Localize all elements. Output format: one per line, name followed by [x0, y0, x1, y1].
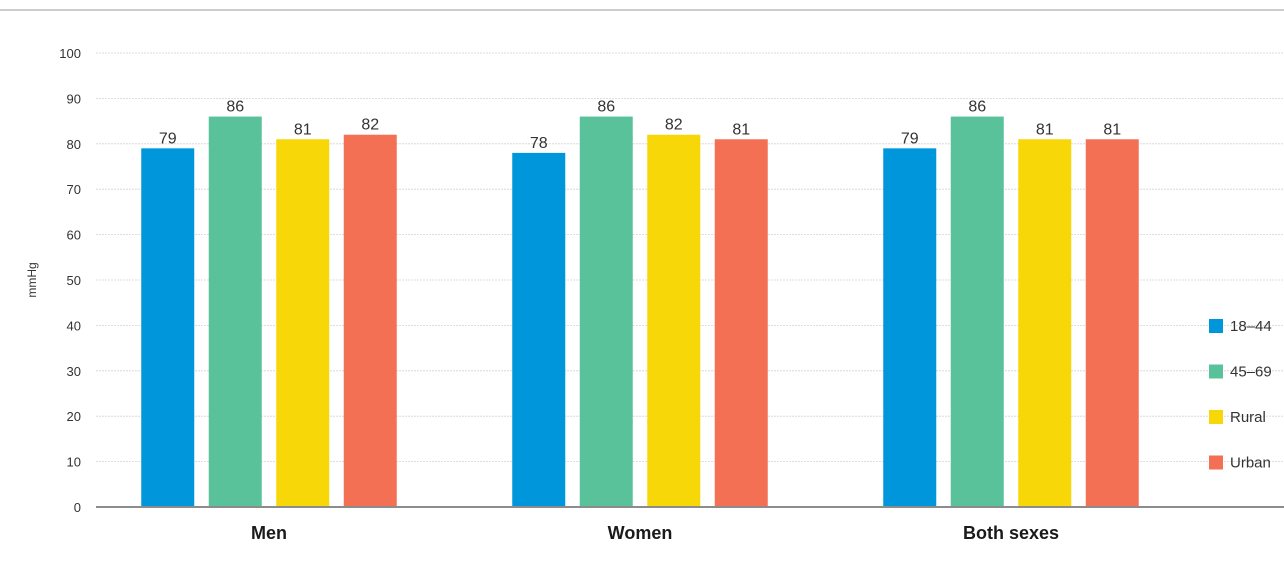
- legend-swatch: [1209, 364, 1223, 379]
- y-tick-label: 0: [74, 500, 81, 515]
- bar: [343, 134, 397, 507]
- bar: [579, 116, 633, 507]
- value-labels: 79 86 81 82 78 86 82 81 79 86 81 81: [159, 99, 1121, 152]
- y-tick-label: 30: [67, 364, 81, 379]
- bar: [714, 139, 768, 507]
- legend-swatch: [1209, 319, 1223, 333]
- data-label: 79: [901, 130, 919, 147]
- category-label: Both sexes: [963, 523, 1059, 543]
- legend: 18–44 45–69 Rural Urban: [1209, 318, 1272, 472]
- data-label: 81: [294, 121, 312, 138]
- category-label: Women: [608, 523, 673, 543]
- x-axis-categories: Men Women Both sexes: [251, 523, 1059, 543]
- data-label: 78: [530, 135, 548, 152]
- data-label: 81: [1036, 121, 1054, 138]
- bar: [1018, 139, 1072, 507]
- bar: [883, 148, 937, 507]
- y-tick-label: 60: [67, 228, 81, 243]
- bar: [276, 139, 330, 507]
- category-label: Men: [251, 523, 287, 543]
- y-tick-label: 20: [67, 409, 81, 424]
- legend-swatch: [1209, 410, 1223, 424]
- data-label: 86: [597, 99, 615, 116]
- bar: [1085, 139, 1139, 507]
- bar: [208, 116, 262, 507]
- bars: [141, 116, 1139, 507]
- y-tick-label: 10: [67, 455, 81, 470]
- y-tick-label: 70: [67, 182, 81, 197]
- data-label: 82: [665, 117, 683, 134]
- data-label: 81: [1103, 121, 1121, 138]
- y-tick-label: 90: [67, 91, 81, 106]
- data-label: 82: [361, 117, 379, 134]
- data-label: 81: [732, 121, 750, 138]
- y-axis-title: mmHg: [25, 262, 39, 297]
- bar: [647, 134, 701, 507]
- data-label: 79: [159, 130, 177, 147]
- data-label: 86: [226, 99, 244, 116]
- data-label: 86: [968, 99, 986, 116]
- legend-label: Urban: [1230, 455, 1271, 472]
- y-tick-label: 80: [67, 137, 81, 152]
- bar: [512, 152, 566, 507]
- y-tick-label: 100: [59, 46, 81, 61]
- legend-label: Rural: [1230, 409, 1266, 426]
- legend-label: 18–44: [1230, 318, 1272, 335]
- y-axis-ticks: 0 10 20 30 40 50 60 70 80 90 100: [59, 46, 81, 515]
- legend-label: 45–69: [1230, 364, 1272, 381]
- y-tick-label: 50: [67, 273, 81, 288]
- legend-swatch: [1209, 455, 1223, 470]
- bar: [141, 148, 195, 507]
- y-tick-label: 40: [67, 318, 81, 333]
- bar: [950, 116, 1004, 507]
